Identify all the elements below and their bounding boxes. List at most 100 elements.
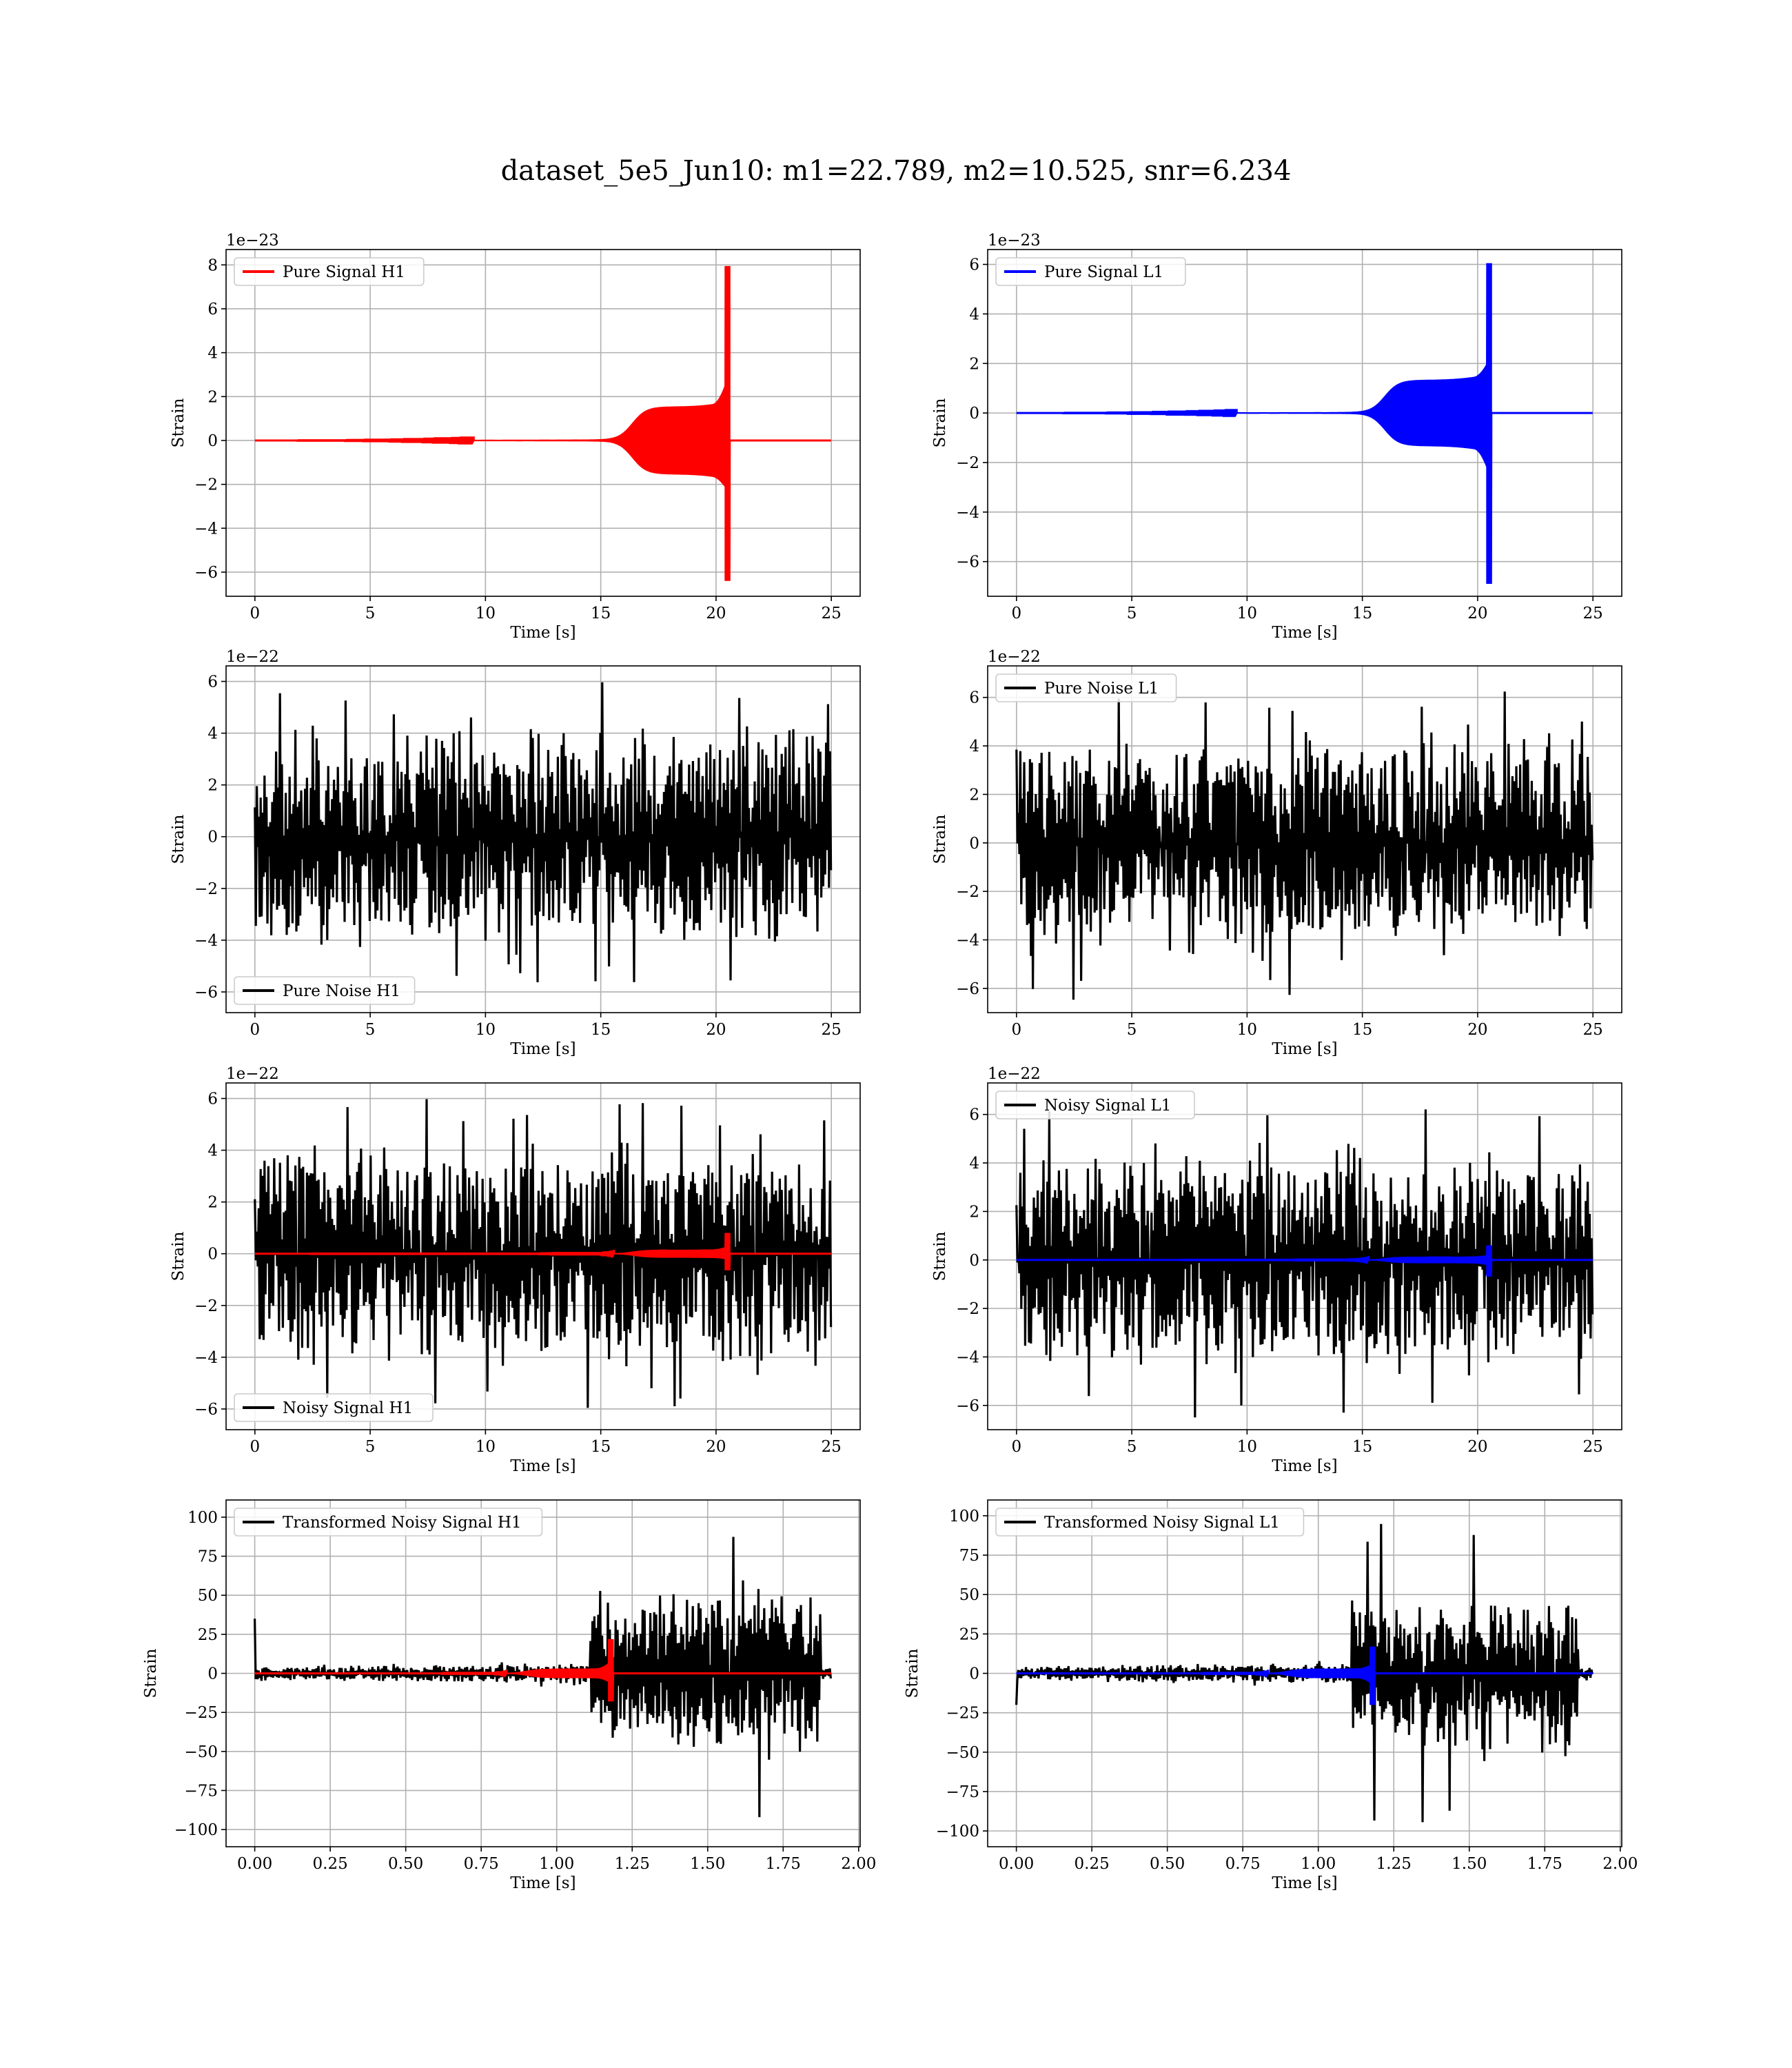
legend: Pure Noise H1 (234, 976, 416, 1005)
y-axis-label: Strain (170, 398, 187, 447)
series-signal (254, 1639, 832, 1702)
y-tick-label: 4 (969, 738, 979, 756)
y-tick-label: 0 (207, 432, 218, 450)
legend: Transformed Noisy Signal H1 (234, 1508, 543, 1537)
axes-frame (225, 1082, 861, 1430)
y-tick-label: −2 (194, 476, 218, 494)
axes-frame (987, 1082, 1622, 1430)
x-tick-label: 0.00 (999, 1855, 1034, 1873)
y-tick-label: 2 (969, 355, 979, 373)
y-tick-label: 4 (207, 725, 218, 743)
y-tick-label: 6 (207, 673, 218, 691)
y-axis-label: Strain (931, 398, 949, 447)
y-offset-label: 1e−22 (226, 1065, 279, 1083)
axes-frame (225, 249, 861, 597)
x-tick-label: 1.50 (1452, 1855, 1487, 1873)
y-tick-label: −6 (194, 564, 218, 582)
x-tick-label: 5 (365, 1438, 376, 1456)
x-tick-label: 5 (1127, 1021, 1137, 1039)
x-tick-label: 0.50 (388, 1855, 423, 1873)
y-tick-label: 0 (207, 1246, 218, 1264)
plot-area (1016, 263, 1593, 585)
x-tick-label: 5 (365, 605, 376, 622)
x-tick-label: 10 (1237, 1438, 1257, 1456)
x-tick-label: 1.00 (1301, 1855, 1336, 1873)
x-tick-label: 20 (1467, 1021, 1487, 1039)
x-tick-label: 2.00 (1602, 1855, 1638, 1873)
y-tick-label: 50 (198, 1587, 218, 1605)
x-tick-label: 5 (365, 1021, 376, 1039)
legend-label: Transformed Noisy Signal H1 (283, 1514, 522, 1532)
x-axis-label: Time [s] (510, 1457, 576, 1475)
y-tick-label: −4 (194, 1349, 218, 1367)
x-tick-label: 0.00 (237, 1855, 272, 1873)
y-axis-label: Strain (931, 1231, 949, 1281)
y-tick-label: 75 (959, 1547, 979, 1565)
y-tick-label: −100 (174, 1821, 218, 1839)
x-tick-label: 15 (1352, 605, 1372, 622)
subplot-7: 0.00 0.25 0.50 0.75 1.00 1.25 1.50 1.75 2.00 −100… (142, 1499, 876, 1892)
x-tick-label: 10 (476, 605, 496, 622)
y-tick-label: −2 (956, 1300, 979, 1318)
y-tick-label: 25 (959, 1625, 979, 1643)
x-tick-label: 0.50 (1150, 1855, 1185, 1873)
x-tick-label: 20 (706, 605, 726, 622)
x-axis-label: Time [s] (1272, 624, 1337, 642)
legend: Pure Signal H1 (234, 257, 425, 286)
grid (988, 250, 1622, 596)
subplot-2: 0 5 10 15 20 25 −6 −4 −2 0 2 4 6 Time [s] Strain 1e−23P… (931, 232, 1622, 642)
x-axis-label: Time [s] (510, 624, 576, 642)
x-tick-label: 25 (1583, 1021, 1603, 1039)
x-tick-label: 20 (706, 1438, 726, 1456)
y-tick-label: 2 (969, 1203, 979, 1221)
x-tick-label: 1.00 (539, 1855, 574, 1873)
x-tick-label: 20 (706, 1021, 726, 1039)
y-offset-label: 1e−23 (988, 232, 1041, 250)
subplot-8: 0.00 0.25 0.50 0.75 1.00 1.25 1.50 1.75 2.00 −100… (904, 1499, 1638, 1892)
y-tick-label: 50 (959, 1586, 979, 1604)
x-tick-label: 2.00 (841, 1855, 876, 1873)
x-tick-label: 25 (1583, 605, 1603, 622)
legend-label: Noisy Signal H1 (283, 1399, 413, 1417)
plot-area (1015, 1523, 1594, 1823)
series-signal (254, 1233, 831, 1270)
y-tick-label: 0 (207, 829, 218, 847)
x-axis-label: Time [s] (1272, 1040, 1337, 1058)
grid (226, 250, 860, 596)
series-signal (1016, 1245, 1593, 1277)
y-tick-label: −2 (956, 883, 979, 901)
legend: Noisy Signal H1 (234, 1393, 434, 1422)
legend-box (234, 1393, 434, 1422)
y-offset-label: 1e−22 (226, 648, 279, 666)
y-tick-label: −6 (194, 1401, 218, 1419)
y-tick-label: −50 (946, 1744, 979, 1762)
subplot-6: 0 5 10 15 20 25 −6 −4 −2 0 2 4 6 Time [s] Strain 1e−22N… (931, 1065, 1622, 1475)
x-tick-label: 10 (1237, 1021, 1257, 1039)
x-tick-label: 15 (591, 605, 611, 622)
y-tick-label: −2 (194, 1297, 218, 1315)
series-noise (1015, 691, 1594, 1000)
y-tick-label: −6 (956, 1397, 979, 1415)
x-tick-label: 20 (1467, 605, 1487, 622)
legend-label: Pure Noise L1 (1044, 680, 1159, 698)
x-tick-label: 5 (1127, 605, 1137, 622)
plot-area (254, 265, 831, 581)
axes-frame (987, 249, 1622, 597)
x-tick-label: 15 (591, 1021, 611, 1039)
y-axis-label: Strain (904, 1648, 922, 1698)
y-tick-label: 0 (969, 1252, 979, 1270)
x-tick-label: 10 (476, 1021, 496, 1039)
legend: Transformed Noisy Signal L1 (995, 1508, 1305, 1537)
x-tick-label: 0.75 (1225, 1855, 1261, 1873)
legend-label: Transformed Noisy Signal L1 (1044, 1514, 1280, 1532)
series-noise (1015, 1109, 1594, 1418)
y-axis-label: Strain (170, 1231, 187, 1281)
x-tick-label: 0.25 (1075, 1855, 1110, 1873)
subplot-1: 0 5 10 15 20 25 −6 −4 −2 0 2 4 6 8 Time [s] Strain 1e−23… (170, 232, 861, 642)
x-axis-label: Time [s] (1272, 1874, 1337, 1892)
series-signal (1016, 263, 1593, 585)
x-tick-label: 25 (822, 1021, 842, 1039)
series-signal (1016, 1646, 1594, 1705)
y-tick-label: 8 (207, 256, 218, 274)
y-tick-label: −4 (194, 520, 218, 538)
